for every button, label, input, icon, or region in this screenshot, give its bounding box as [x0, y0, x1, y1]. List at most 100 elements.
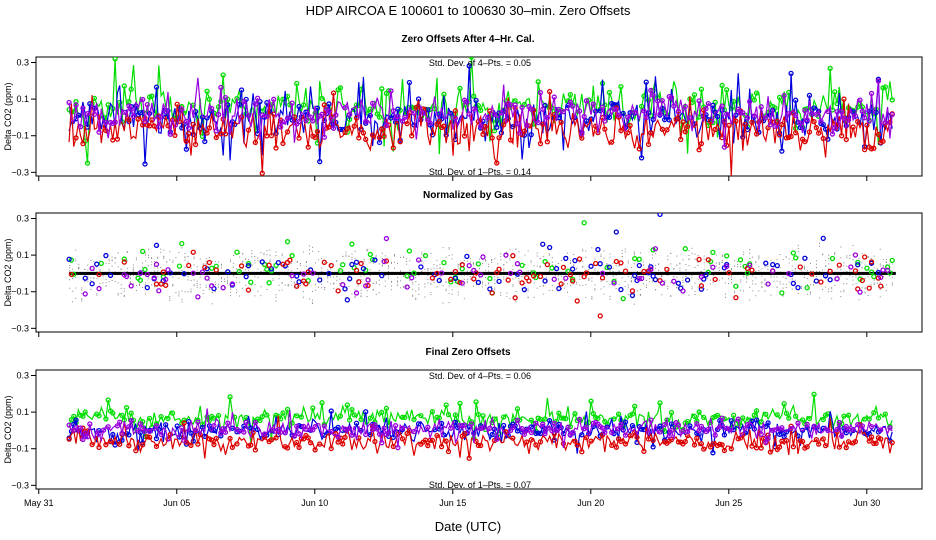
- data-point: [565, 102, 571, 109]
- stipple-dot: [160, 280, 162, 282]
- stipple-dot: [512, 278, 514, 280]
- stipple-dot: [418, 274, 420, 276]
- stipple-dot: [363, 267, 365, 269]
- data-point: [478, 107, 484, 113]
- stipple-dot: [694, 258, 696, 260]
- data-point: [726, 270, 732, 276]
- data-point: [583, 424, 590, 430]
- gas-mean-mark: [261, 271, 264, 275]
- stipple-dot: [642, 264, 644, 266]
- data-point: [452, 412, 459, 418]
- stipple-dot: [381, 264, 383, 266]
- stipple-dot: [99, 271, 101, 273]
- data-point: [735, 106, 741, 112]
- stipple-dot: [645, 286, 647, 288]
- stipple-dot: [360, 296, 362, 298]
- stipple-dot: [676, 276, 678, 278]
- stipple-dot: [336, 261, 338, 263]
- stipple-dot: [560, 283, 562, 285]
- gas-mean-mark: [360, 271, 363, 275]
- annotation-1pt: Std. Dev. of 1–Pts. = 0.07: [429, 480, 531, 490]
- stipple-dot: [145, 254, 147, 256]
- stipple-dot: [111, 256, 113, 258]
- gas-mean-mark: [711, 271, 714, 275]
- gas-mean-mark: [559, 271, 562, 275]
- stipple-dot: [703, 288, 705, 290]
- gas-mean-mark: [102, 271, 105, 275]
- data-point: [724, 261, 730, 268]
- data-point: [468, 419, 475, 425]
- stipple-dot: [99, 260, 101, 262]
- gas-mean-mark: [180, 271, 183, 275]
- stipple-dot: [730, 274, 732, 276]
- data-point: [751, 97, 757, 103]
- data-point: [218, 430, 224, 436]
- stipple-dot: [761, 281, 763, 283]
- stipple-dot: [606, 274, 608, 276]
- data-point: [705, 101, 711, 107]
- data-point: [411, 416, 417, 423]
- stipple-dot: [475, 284, 477, 286]
- data-point: [724, 425, 730, 432]
- stipple-dot: [269, 254, 271, 256]
- data-point: [544, 261, 551, 268]
- data-point: [698, 441, 705, 447]
- stipple-dot: [123, 288, 125, 290]
- data-point: [112, 57, 118, 62]
- stipple-dot: [479, 268, 480, 270]
- stipple-dot: [126, 271, 128, 273]
- stipple-dot: [75, 249, 77, 251]
- data-point: [466, 455, 472, 461]
- gas-mean-mark: [542, 271, 545, 275]
- stipple-dot: [448, 247, 450, 249]
- stipple-dot: [564, 287, 566, 289]
- gas-mean-mark: [506, 271, 509, 275]
- data-point: [864, 122, 870, 128]
- stipple-dot: [369, 274, 371, 276]
- data-point: [174, 423, 180, 429]
- gas-mean-mark: [883, 271, 886, 275]
- stipple-dot: [582, 284, 584, 286]
- data-point: [763, 439, 769, 445]
- stipple-dot: [205, 286, 207, 288]
- data-point: [77, 425, 84, 431]
- stipple-dot: [560, 288, 562, 290]
- data-point: [852, 268, 859, 274]
- stipple-dot: [873, 279, 875, 281]
- data-point: [153, 443, 160, 450]
- gas-mean-mark: [468, 271, 471, 275]
- data-point: [641, 448, 647, 454]
- data-point: [149, 93, 155, 99]
- stipple-dot: [430, 252, 432, 254]
- data-point: [163, 108, 169, 115]
- stipple-dot: [600, 256, 602, 258]
- gas-mean-mark: [347, 271, 350, 275]
- stipple-dot: [788, 262, 790, 264]
- stipple-dot: [500, 256, 502, 258]
- stipple-dot: [576, 283, 578, 285]
- stipple-dot: [302, 296, 304, 298]
- stipple-dot: [482, 263, 484, 265]
- stipple-dot: [193, 258, 195, 260]
- stipple-dot: [102, 282, 104, 284]
- stipple-dot: [840, 246, 842, 248]
- data-point: [636, 146, 642, 152]
- data-point: [618, 128, 624, 134]
- data-point: [569, 266, 576, 272]
- stipple-dot: [852, 284, 854, 286]
- stipple-dot: [497, 263, 499, 265]
- stipple-dot: [287, 285, 289, 287]
- data-point: [471, 276, 477, 282]
- gas-mean-mark: [816, 271, 819, 275]
- data-point: [772, 123, 778, 129]
- data-point: [717, 441, 723, 447]
- gas-mean-mark: [483, 271, 486, 275]
- data-point: [429, 408, 436, 415]
- data-point: [457, 85, 463, 92]
- stipple-dot: [369, 269, 371, 271]
- stipple-dot: [560, 275, 562, 277]
- stipple-dot: [721, 254, 723, 256]
- data-point: [271, 96, 277, 102]
- stipple-dot: [494, 276, 496, 278]
- data-point: [245, 287, 252, 293]
